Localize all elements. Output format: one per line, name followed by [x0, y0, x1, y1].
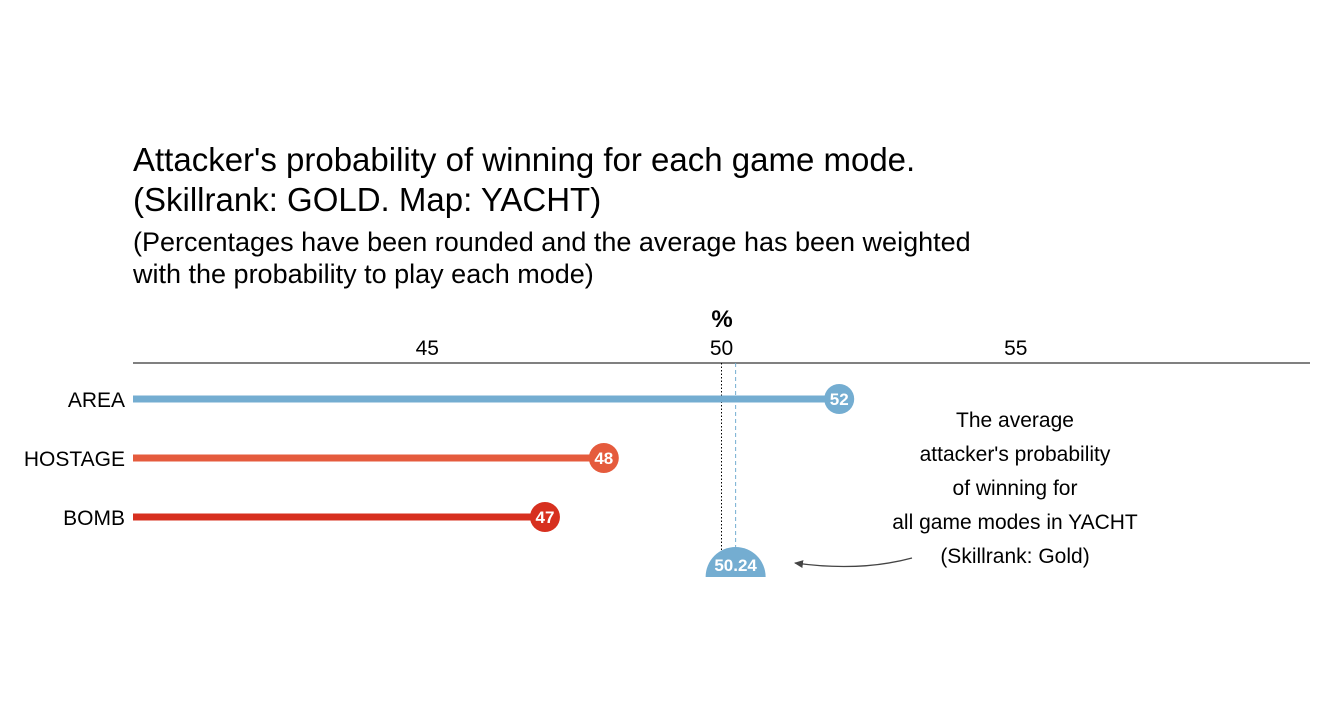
x-tick-label: 55: [1004, 337, 1027, 360]
chart-subtitle-line-2: with the probability to play each mode): [133, 259, 594, 289]
reference-lines: [721, 363, 737, 577]
x-axis-ticks: 45 50 55: [416, 337, 1028, 360]
value-label: 48: [594, 449, 613, 468]
lollipop-point: [824, 384, 855, 414]
chart-title-line-1: Attacker's probability of winning for ea…: [133, 141, 916, 178]
average-annotation: The average attacker's probability of wi…: [860, 404, 1170, 574]
lollipop-series: 52 48 47 50.24: [133, 384, 855, 577]
x-tick-label: 50: [710, 337, 733, 360]
annotation-line-2: attacker's probability: [919, 443, 1111, 466]
annotation-line-3: of winning for: [952, 477, 1078, 500]
value-label: 47: [535, 508, 554, 527]
annotation-line-5: (Skillrank: Gold): [940, 545, 1090, 568]
chart-subtitle: (Percentages have been rounded and the a…: [133, 226, 971, 290]
x-tick-label: 45: [416, 337, 439, 360]
chart-title-line-2: (Skillrank: GOLD. Map: YACHT): [133, 181, 602, 218]
x-axis-label: %: [711, 306, 732, 333]
category-label: BOMB: [63, 507, 125, 530]
category-label: AREA: [68, 389, 125, 412]
average-point: [705, 547, 766, 577]
value-label: 52: [830, 390, 849, 409]
average-value-label: 50.24: [714, 556, 757, 575]
annotation-line-4: all game modes in YACHT: [892, 511, 1138, 534]
chart-subtitle-line-1: (Percentages have been rounded and the a…: [133, 227, 971, 257]
chart-title: Attacker's probability of winning for ea…: [133, 140, 915, 220]
annotation-line-1: The average: [956, 409, 1074, 432]
lollipop-point: [588, 443, 619, 473]
lollipop-point: [529, 502, 560, 532]
category-label: HOSTAGE: [24, 448, 125, 471]
annotation-arrow: [794, 557, 913, 569]
category-labels: AREA HOSTAGE BOMB: [24, 389, 125, 530]
